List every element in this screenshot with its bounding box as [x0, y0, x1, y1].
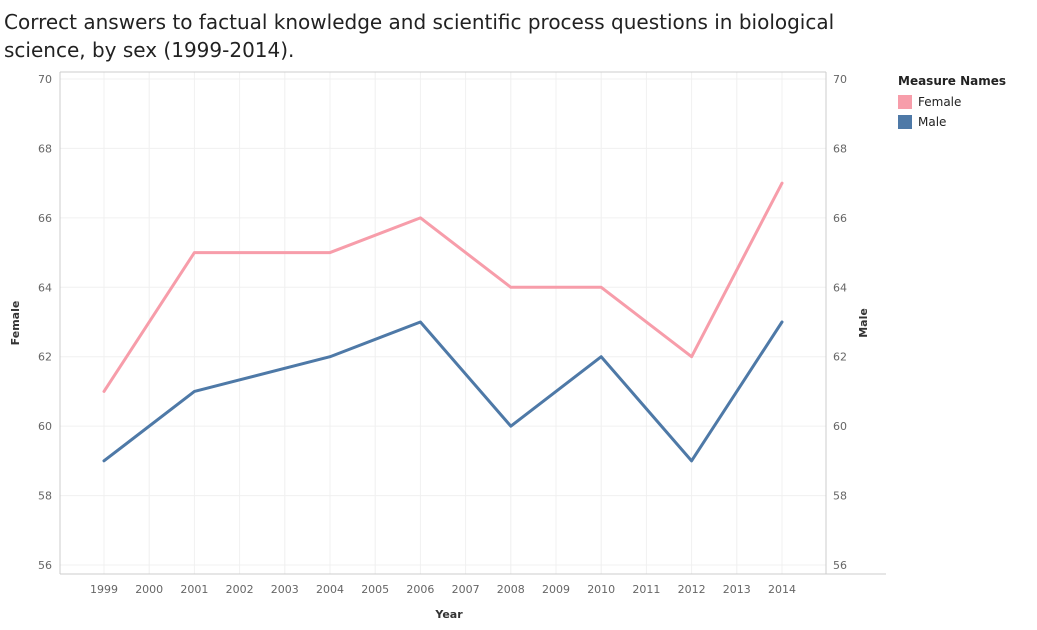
y-tick-label-left: 70 — [38, 73, 52, 86]
y-tick-label-right: 64 — [833, 281, 847, 294]
y-tick-label-left: 60 — [38, 420, 52, 433]
legend-label-female: Female — [918, 95, 962, 109]
y-tick-label-left: 62 — [38, 351, 52, 364]
legend-swatch-male — [898, 115, 912, 129]
x-tick-label: 2014 — [768, 583, 796, 596]
x-tick-label: 2003 — [271, 583, 299, 596]
y-tick-label-right: 62 — [833, 351, 847, 364]
y-tick-label-right: 56 — [833, 559, 847, 572]
y-tick-label-left: 56 — [38, 559, 52, 572]
x-tick-label: 2012 — [678, 583, 706, 596]
x-tick-label: 2008 — [497, 583, 525, 596]
x-tick-label: 2006 — [406, 583, 434, 596]
x-tick-label: 2005 — [361, 583, 389, 596]
x-tick-label: 2002 — [226, 583, 254, 596]
axes — [59, 71, 886, 575]
series-line-male — [102, 320, 784, 463]
x-axis-title: Year — [434, 608, 463, 621]
legend-label-male: Male — [918, 115, 947, 129]
legend-item-female[interactable]: Female — [898, 92, 1006, 112]
y-tick-label-right: 60 — [833, 420, 847, 433]
x-tick-label: 2010 — [587, 583, 615, 596]
x-tick-label: 2011 — [632, 583, 660, 596]
x-tick-label: 2001 — [180, 583, 208, 596]
series-lines — [102, 181, 784, 463]
y-tick-label-left: 64 — [38, 281, 52, 294]
y-tick-label-left: 66 — [38, 212, 52, 225]
grid — [60, 72, 826, 574]
legend-swatch-female — [898, 95, 912, 109]
legend-title: Measure Names — [898, 74, 1007, 88]
x-tick-label: 2007 — [452, 583, 480, 596]
y-axis-left-title: Female — [9, 301, 22, 346]
y-tick-label-right: 58 — [833, 490, 847, 503]
x-tick-label: 2004 — [316, 583, 344, 596]
y-tick-label-right: 68 — [833, 142, 847, 155]
x-tick-label: 2000 — [135, 583, 163, 596]
series-line-female — [102, 181, 784, 393]
x-tick-label: 1999 — [90, 583, 118, 596]
y-tick-label-left: 58 — [38, 490, 52, 503]
x-tick-label: 2013 — [723, 583, 751, 596]
y-tick-label-right: 70 — [833, 73, 847, 86]
y-tick-label-right: 66 — [833, 212, 847, 225]
x-tick-label: 2009 — [542, 583, 570, 596]
legend-item-male[interactable]: Male — [898, 112, 1006, 132]
tick-labels: 56 56 58 58 60 60 62 62 64 64 66 66 68 68 70 70 1999 2000… — [38, 73, 847, 596]
y-axis-right-title: Male — [857, 308, 870, 338]
y-tick-label-left: 68 — [38, 142, 52, 155]
legend: Measure Names Female Male — [898, 74, 1006, 132]
chart-title: Correct answers to factual knowledge and… — [4, 10, 835, 62]
